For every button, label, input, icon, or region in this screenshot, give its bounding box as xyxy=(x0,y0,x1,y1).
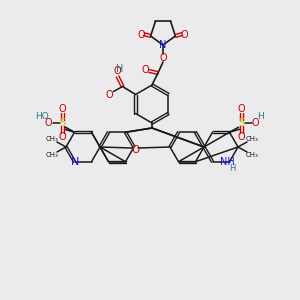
Text: O: O xyxy=(252,118,259,128)
Text: N: N xyxy=(159,40,167,50)
Text: HO: HO xyxy=(34,112,48,121)
Text: H: H xyxy=(229,164,236,173)
Text: O: O xyxy=(45,118,52,128)
Text: S: S xyxy=(238,118,244,128)
Text: O: O xyxy=(59,104,66,114)
Text: O: O xyxy=(114,67,122,76)
Text: H: H xyxy=(116,64,123,74)
Text: N: N xyxy=(71,157,80,167)
Text: NH: NH xyxy=(220,157,235,167)
Text: CH₃: CH₃ xyxy=(46,136,59,142)
Text: O: O xyxy=(238,104,245,114)
Text: O: O xyxy=(59,132,66,142)
Text: O: O xyxy=(238,132,245,142)
Text: O: O xyxy=(159,53,167,63)
Text: H: H xyxy=(257,112,264,121)
Text: CH₃: CH₃ xyxy=(246,136,258,142)
Text: O: O xyxy=(181,30,188,40)
Text: CH₃: CH₃ xyxy=(46,152,59,158)
Text: O: O xyxy=(141,65,149,75)
Text: O: O xyxy=(106,89,113,100)
Text: CH₃: CH₃ xyxy=(246,152,258,158)
Text: S: S xyxy=(59,118,66,128)
Text: O: O xyxy=(138,30,146,40)
Text: O: O xyxy=(131,145,139,155)
